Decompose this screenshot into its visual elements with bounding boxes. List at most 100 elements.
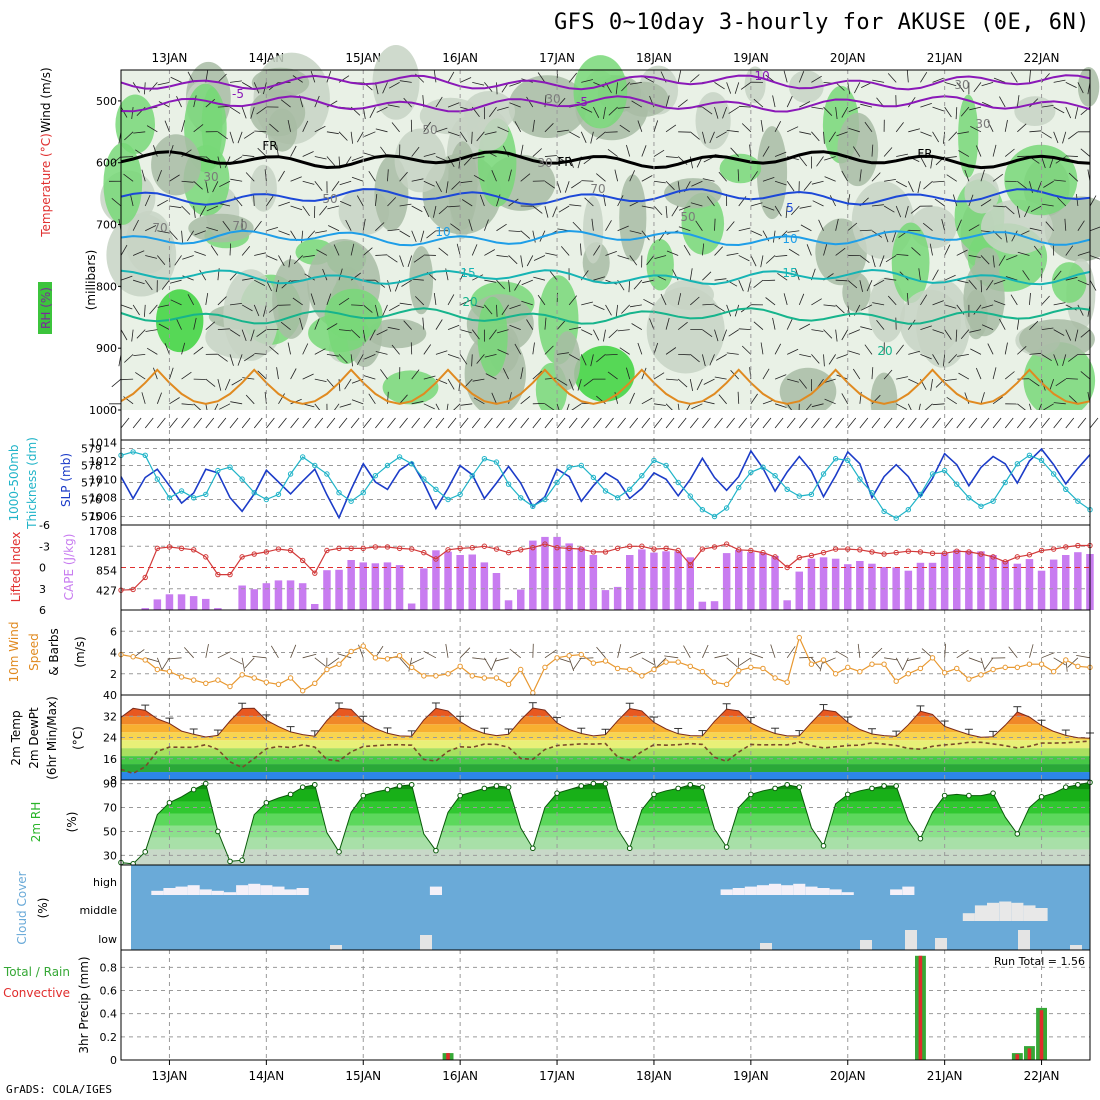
wind-barb — [734, 82, 740, 94]
wind-barb — [1089, 279, 1097, 291]
wind-barb — [835, 82, 845, 91]
wind-barb — [629, 170, 635, 182]
rh-point — [1062, 784, 1069, 790]
ytick-precip: 0.6 — [100, 985, 118, 998]
wind-barb — [275, 280, 279, 293]
wind-barb — [176, 318, 182, 330]
wind-barb — [677, 417, 687, 429]
wind-barb — [665, 205, 668, 219]
wind-barb — [1053, 270, 1062, 281]
wind-barb — [135, 372, 146, 380]
wind10-point — [299, 688, 306, 694]
wind-barb — [514, 279, 522, 291]
wind-barb — [896, 254, 909, 256]
li-point — [263, 549, 270, 555]
thickness-point — [203, 491, 209, 498]
li-point — [481, 543, 488, 549]
wind-barb — [387, 169, 389, 182]
wind-barb — [459, 131, 468, 143]
wind-barb — [181, 403, 194, 406]
wind-barb — [456, 243, 461, 256]
wind-barb — [968, 224, 980, 232]
cloud-bar-high — [817, 888, 830, 895]
wind10-barb — [358, 644, 364, 658]
wind-barb — [760, 255, 764, 268]
wind-barb — [350, 243, 355, 256]
wind-barb — [120, 304, 133, 310]
wind-barb — [593, 304, 605, 310]
upper-ylabel: (millibars) — [84, 250, 98, 311]
wind-barb — [290, 176, 302, 182]
wind-barb — [617, 195, 624, 207]
thickness-point — [966, 495, 972, 501]
contour-label: -5 — [232, 87, 244, 101]
wind-barb — [532, 342, 535, 355]
wind-barb — [253, 304, 260, 317]
wind-barb — [426, 230, 437, 239]
wind-barb — [144, 304, 146, 317]
wind-barb — [811, 106, 824, 110]
thickness-point — [481, 456, 488, 462]
wind-barb — [514, 121, 522, 133]
wind-barb — [326, 417, 336, 429]
wind-barb — [423, 180, 435, 187]
wind-barb — [471, 131, 473, 144]
thickness-point — [857, 476, 863, 482]
li-point — [178, 545, 185, 552]
thickness-point — [832, 456, 839, 462]
wind-barb — [920, 131, 932, 137]
thickness-point — [639, 473, 645, 479]
rh-shade — [619, 174, 647, 262]
wind-barb — [641, 397, 653, 405]
wind10-point — [929, 655, 936, 661]
wind-barb — [219, 180, 231, 188]
wind10-point — [602, 658, 609, 664]
wind-barb — [1041, 417, 1050, 429]
footer-credit: GrADS: COLA/IGES — [6, 1083, 112, 1096]
thickness-point — [263, 496, 270, 503]
wind-barb — [603, 329, 606, 342]
thickness-point — [881, 508, 887, 515]
wind10-point — [421, 673, 427, 679]
cape-bar — [335, 569, 343, 610]
rh-point — [493, 783, 500, 789]
wind-barb — [861, 304, 873, 311]
wind10-barb — [714, 654, 729, 659]
wind-barb — [243, 131, 255, 139]
li-point — [954, 548, 960, 554]
ytick-li: 0 — [39, 562, 46, 575]
wind-barb — [471, 354, 473, 367]
temp-band — [121, 764, 1090, 773]
wind-barb — [828, 354, 836, 365]
li-point — [566, 545, 572, 552]
wind-barb — [569, 204, 582, 207]
wind-barb — [1053, 402, 1066, 405]
ytick-wind: 4 — [110, 647, 117, 660]
li-point — [1026, 552, 1033, 558]
wind-barb — [552, 205, 558, 218]
wind-barb — [268, 304, 279, 313]
wind10-barb — [410, 657, 424, 665]
wind-barb — [835, 304, 845, 314]
wind-barb — [407, 255, 413, 268]
wind-barb — [556, 129, 569, 133]
wind-barb — [969, 329, 982, 333]
wind10-label-1: 10m Wind — [7, 622, 21, 683]
wind-barb — [254, 353, 267, 355]
wind-barb — [146, 125, 158, 133]
ytick-temp: 40 — [103, 689, 117, 702]
wind-barb — [520, 367, 524, 380]
wind-barb — [709, 131, 715, 144]
ytick-rh: 90 — [103, 778, 117, 791]
cloud-bar-low — [905, 930, 917, 950]
wind-barb — [783, 70, 788, 83]
wind-barb — [314, 417, 324, 429]
wind10-point — [239, 672, 245, 678]
wind-barb — [156, 169, 162, 182]
wind-barb — [593, 81, 605, 88]
cape-bar — [965, 550, 973, 610]
wind-barb — [1043, 180, 1054, 188]
wind-barb — [956, 249, 968, 256]
wind-barb — [157, 81, 170, 86]
wind-barb — [879, 255, 885, 267]
